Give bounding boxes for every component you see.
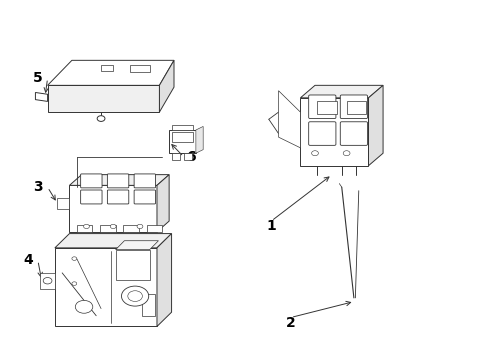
Bar bbox=[346, 102, 366, 114]
FancyBboxPatch shape bbox=[107, 174, 128, 188]
Bar bbox=[169, 130, 196, 153]
Circle shape bbox=[83, 224, 89, 229]
Polygon shape bbox=[116, 241, 158, 249]
Text: 2: 2 bbox=[285, 316, 295, 330]
FancyBboxPatch shape bbox=[308, 122, 335, 145]
Circle shape bbox=[97, 116, 105, 121]
Bar bbox=[171, 125, 193, 130]
Bar bbox=[116, 249, 149, 280]
Polygon shape bbox=[300, 98, 368, 166]
Polygon shape bbox=[69, 185, 157, 232]
FancyBboxPatch shape bbox=[81, 174, 102, 188]
Text: 5: 5 bbox=[33, 71, 42, 85]
Circle shape bbox=[110, 224, 116, 229]
Bar bbox=[123, 225, 139, 232]
Polygon shape bbox=[47, 85, 159, 112]
FancyBboxPatch shape bbox=[107, 190, 128, 204]
Polygon shape bbox=[300, 85, 382, 98]
Polygon shape bbox=[47, 60, 174, 85]
Text: 6: 6 bbox=[186, 150, 195, 164]
Circle shape bbox=[127, 291, 142, 301]
Polygon shape bbox=[368, 85, 382, 166]
Bar bbox=[77, 225, 92, 232]
Circle shape bbox=[75, 300, 93, 313]
Polygon shape bbox=[159, 60, 174, 112]
Polygon shape bbox=[157, 175, 169, 232]
Polygon shape bbox=[35, 93, 47, 102]
Circle shape bbox=[43, 278, 52, 284]
Text: 1: 1 bbox=[266, 220, 276, 233]
Polygon shape bbox=[55, 234, 171, 248]
Polygon shape bbox=[196, 126, 203, 153]
Polygon shape bbox=[40, 273, 55, 289]
Bar bbox=[171, 132, 193, 143]
Circle shape bbox=[343, 151, 349, 156]
Bar bbox=[101, 64, 113, 71]
Polygon shape bbox=[55, 248, 157, 327]
FancyBboxPatch shape bbox=[81, 190, 102, 204]
Circle shape bbox=[311, 151, 318, 156]
FancyBboxPatch shape bbox=[134, 190, 155, 204]
Polygon shape bbox=[157, 234, 171, 327]
Bar bbox=[100, 225, 116, 232]
FancyBboxPatch shape bbox=[340, 122, 367, 145]
Circle shape bbox=[137, 224, 142, 229]
Bar bbox=[171, 153, 180, 159]
Circle shape bbox=[72, 257, 77, 260]
FancyBboxPatch shape bbox=[308, 95, 335, 118]
Circle shape bbox=[121, 286, 148, 306]
Bar bbox=[142, 294, 154, 316]
FancyBboxPatch shape bbox=[134, 174, 155, 188]
Bar bbox=[146, 225, 162, 232]
Bar bbox=[130, 65, 149, 72]
Text: 4: 4 bbox=[23, 253, 33, 267]
Circle shape bbox=[72, 282, 77, 285]
FancyBboxPatch shape bbox=[340, 95, 367, 118]
Polygon shape bbox=[278, 91, 300, 148]
Text: 3: 3 bbox=[33, 180, 42, 194]
Polygon shape bbox=[69, 175, 169, 185]
Bar bbox=[317, 102, 336, 114]
Bar bbox=[183, 153, 192, 159]
Polygon shape bbox=[57, 198, 69, 208]
